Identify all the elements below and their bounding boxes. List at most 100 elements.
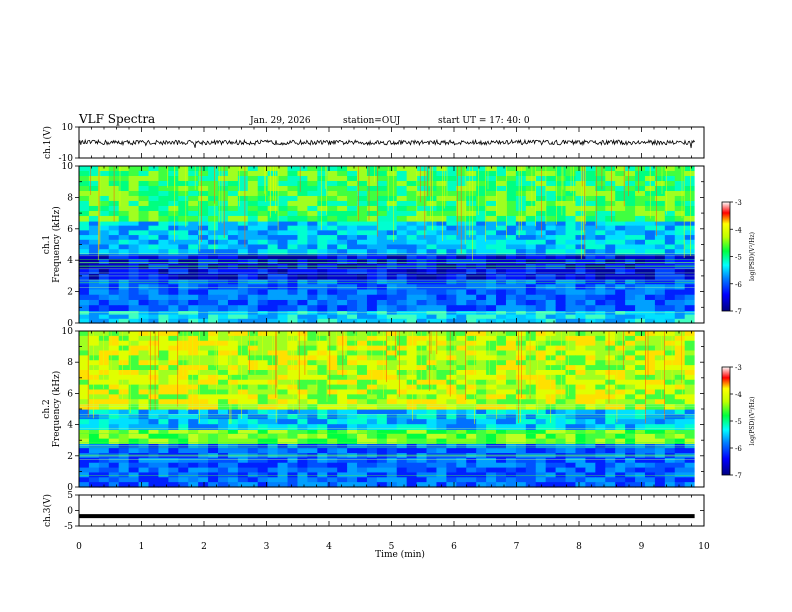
spectrogram-cell	[198, 175, 209, 182]
spectrogram-cell	[615, 268, 626, 275]
spectrogram-cell	[515, 166, 527, 172]
spectrogram-cell	[575, 279, 586, 285]
spectrogram-cell	[297, 294, 308, 301]
spectrogram-cell	[247, 482, 259, 488]
spectrogram-cell	[466, 180, 477, 187]
spectrogram-cell	[595, 335, 606, 342]
spectrogram-cell	[317, 235, 328, 241]
spectrogram-cell	[227, 220, 239, 227]
spectrogram-cell	[456, 350, 467, 356]
spectrogram-cell	[575, 350, 586, 356]
spectrogram-cell	[545, 448, 557, 454]
spectrogram-cell	[635, 310, 646, 316]
spectrogram-cell	[505, 305, 517, 312]
spectrogram-cell	[446, 210, 457, 217]
spectrogram-cell	[158, 268, 169, 275]
spectrogram-cell	[635, 166, 646, 172]
spectrogram-cell	[436, 433, 447, 440]
spectrogram-cell	[674, 215, 686, 222]
spectrogram-cell	[426, 180, 438, 187]
spectrogram-cell	[426, 482, 438, 488]
spectrogram-cell	[396, 467, 408, 474]
spectrogram-cell	[287, 394, 299, 400]
spectrogram-cell	[446, 244, 457, 250]
spectrogram-cell	[476, 239, 487, 246]
spectrogram-cell	[79, 235, 90, 241]
spectrogram-cell	[218, 166, 229, 172]
spectrogram-cell	[277, 310, 289, 316]
spectrogram-cell	[208, 180, 219, 187]
spectrogram-cell	[237, 331, 249, 337]
spectrogram-cell	[227, 424, 239, 430]
spectrogram-cell	[595, 389, 606, 395]
spectrogram-cell	[406, 230, 418, 236]
spectrogram-cell	[525, 384, 537, 391]
spectrogram-cell	[555, 299, 567, 306]
spectrogram-cell	[605, 394, 616, 400]
spectrogram-cell	[237, 289, 249, 296]
spectrogram-cell	[575, 258, 586, 265]
spectrogram-cell	[376, 318, 388, 324]
spectrogram-cell	[98, 404, 110, 410]
spectrogram-cell	[138, 305, 150, 312]
spectrogram-cell	[148, 419, 160, 425]
spectrogram-cell	[565, 318, 577, 324]
spectrogram-cell	[317, 195, 328, 202]
spectrogram-cell	[218, 443, 229, 449]
spectrogram-cell	[88, 355, 100, 361]
spectrogram-cell	[188, 424, 199, 430]
spectrogram-cell	[426, 200, 438, 207]
spectrogram-cell	[188, 205, 199, 212]
spectrogram-cell	[505, 314, 517, 320]
spectrogram-cell	[277, 289, 289, 296]
spectrogram-cell	[486, 249, 497, 255]
spectrogram-cell	[88, 462, 100, 469]
spectrogram-cell	[386, 404, 398, 410]
spectrogram-cell	[98, 289, 110, 296]
spectrogram-cell	[317, 370, 328, 376]
spectrogram-cell	[565, 225, 577, 231]
spectrogram-cell	[287, 235, 299, 241]
spectrogram-cell	[198, 429, 209, 435]
spectrogram-cell	[595, 190, 606, 197]
spectrogram-cell	[307, 180, 318, 187]
spectrogram-cell	[386, 239, 398, 246]
spectrogram-cell	[496, 220, 507, 227]
spectrogram-cell	[158, 355, 169, 361]
spectrogram-cell	[476, 457, 487, 464]
spectrogram-cell	[257, 279, 269, 285]
spectrogram-cell	[446, 409, 457, 415]
spectrogram-cell	[218, 175, 229, 182]
spectrogram-cell	[456, 249, 467, 255]
spectrogram-cell	[357, 314, 368, 320]
spectrogram-cell	[376, 258, 388, 265]
spectrogram-cell	[247, 253, 259, 260]
spectrogram-cell	[565, 274, 577, 280]
spectrogram-cell	[357, 467, 368, 474]
spectrogram-cell	[297, 175, 308, 182]
spectrogram-cell	[406, 249, 418, 255]
spectrogram-cell	[664, 185, 676, 192]
spectrogram-cell	[198, 453, 209, 459]
spectrogram-cell	[337, 438, 348, 444]
spectrogram-cell	[317, 268, 328, 275]
spectrogram-cell	[98, 180, 110, 187]
spectrogram-cell	[575, 448, 586, 454]
spectrogram-cell	[198, 399, 209, 405]
spectrogram-cell	[178, 331, 189, 337]
spectrogram-cell	[218, 457, 229, 464]
spectrogram-cell	[446, 205, 457, 212]
spectrogram-cell	[188, 195, 199, 202]
spectrogram-cell	[158, 239, 169, 246]
spectrogram-cell	[198, 239, 209, 246]
spectrogram-cell	[337, 404, 348, 410]
spectrogram-cell	[605, 195, 616, 202]
spectrogram-cell	[555, 438, 567, 444]
spectrogram-cell	[277, 467, 289, 474]
spectrogram-cell	[247, 235, 259, 241]
spectrogram-cell	[366, 289, 378, 296]
spectrogram-cell	[585, 477, 596, 483]
spectrogram-cell	[317, 457, 328, 464]
spectrogram-cell	[515, 299, 527, 306]
